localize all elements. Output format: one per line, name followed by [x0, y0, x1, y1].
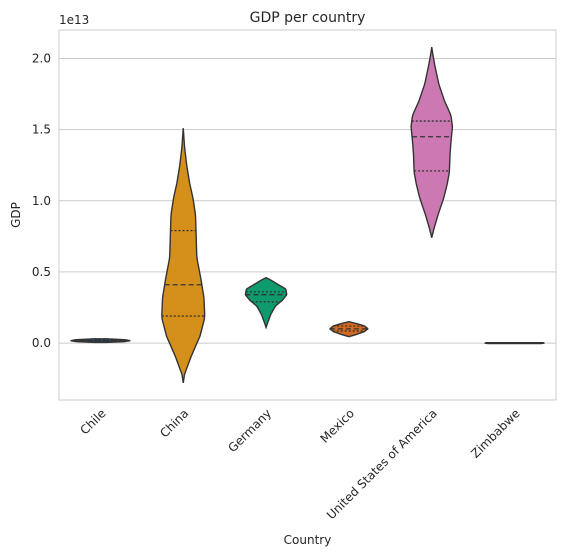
y-tick-label: 0.5: [32, 265, 51, 279]
x-tick-label: Germany: [225, 406, 274, 455]
x-tick-label: Chile: [77, 406, 108, 437]
violin-body: [161, 128, 206, 384]
violin-chile: [70, 338, 131, 344]
gridlines: [59, 57, 556, 344]
violin-mexico: [329, 321, 369, 338]
violin-germany: [244, 276, 288, 330]
y-axis-offset-label: 1e13: [59, 13, 89, 27]
violin-united-states-of-america: [410, 46, 454, 238]
y-tick-label: 0.0: [32, 336, 51, 350]
violin-body: [410, 46, 454, 238]
y-tick-label: 1.5: [32, 123, 51, 137]
y-tick-label: 2.0: [32, 51, 51, 65]
plot-frame: [58, 29, 557, 401]
x-tick-label: China: [157, 406, 191, 440]
x-tick-label: Mexico: [318, 406, 358, 446]
x-axis-label: Country: [284, 533, 332, 547]
y-axis-label: GDP: [9, 202, 23, 228]
chart-title: GDP per country: [250, 10, 366, 26]
violins: [70, 46, 545, 384]
y-tick-labels: 0.0 0.5 1.0 1.5 2.0: [32, 51, 51, 350]
violin-zimbabwe: [484, 341, 545, 345]
violin-china: [161, 128, 206, 384]
x-tick-label: Zimbabwe: [468, 406, 522, 460]
violin-body: [244, 276, 288, 330]
y-tick-label: 1.0: [32, 194, 51, 208]
